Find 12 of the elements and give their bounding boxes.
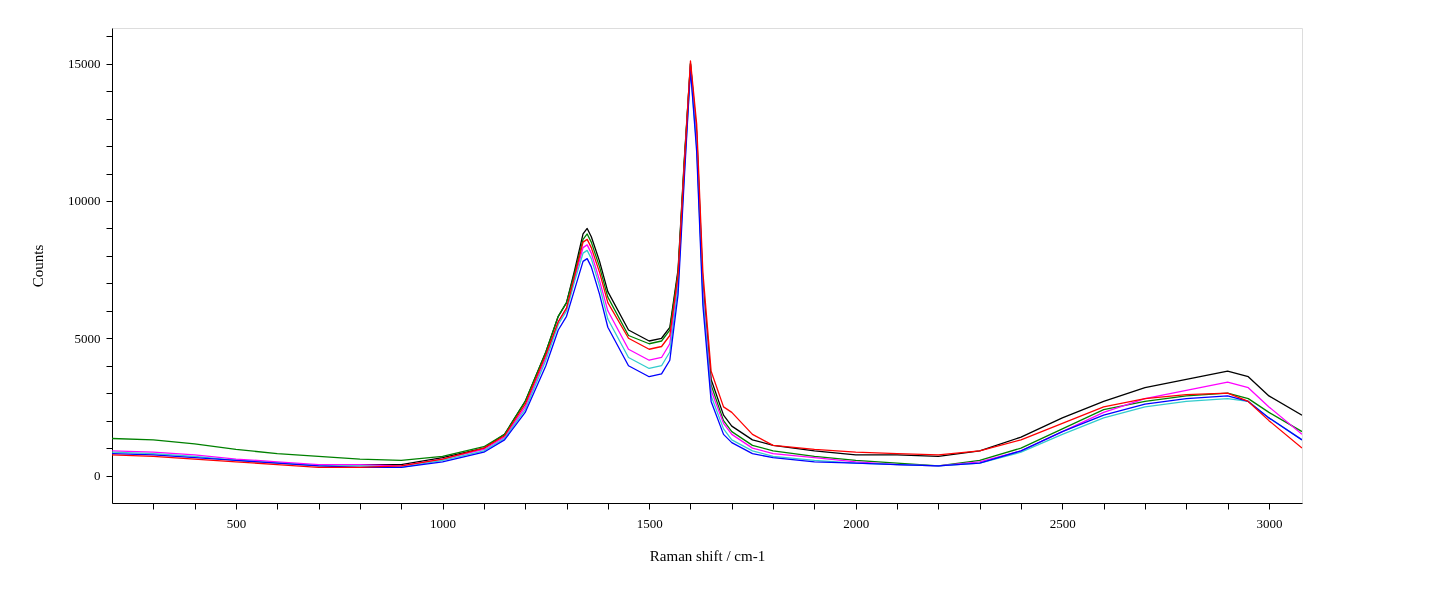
y-tick-label: 15000	[68, 56, 101, 72]
x-tick-label: 3000	[1256, 515, 1283, 531]
y-tick-label: 5000	[74, 330, 101, 346]
x-tick-label: 500	[226, 515, 247, 531]
y-axis-title: Counts	[30, 244, 46, 288]
x-tick-label: 1500	[636, 515, 663, 531]
x-tick-label: 2500	[1049, 515, 1076, 531]
x-tick-label: 2000	[843, 515, 870, 531]
x-tick-label: 1000	[430, 515, 457, 531]
y-tick-label: 10000	[68, 193, 101, 209]
x-axis-title: Raman shift / cm-1	[649, 547, 766, 564]
y-tick-label: 0	[94, 468, 101, 484]
